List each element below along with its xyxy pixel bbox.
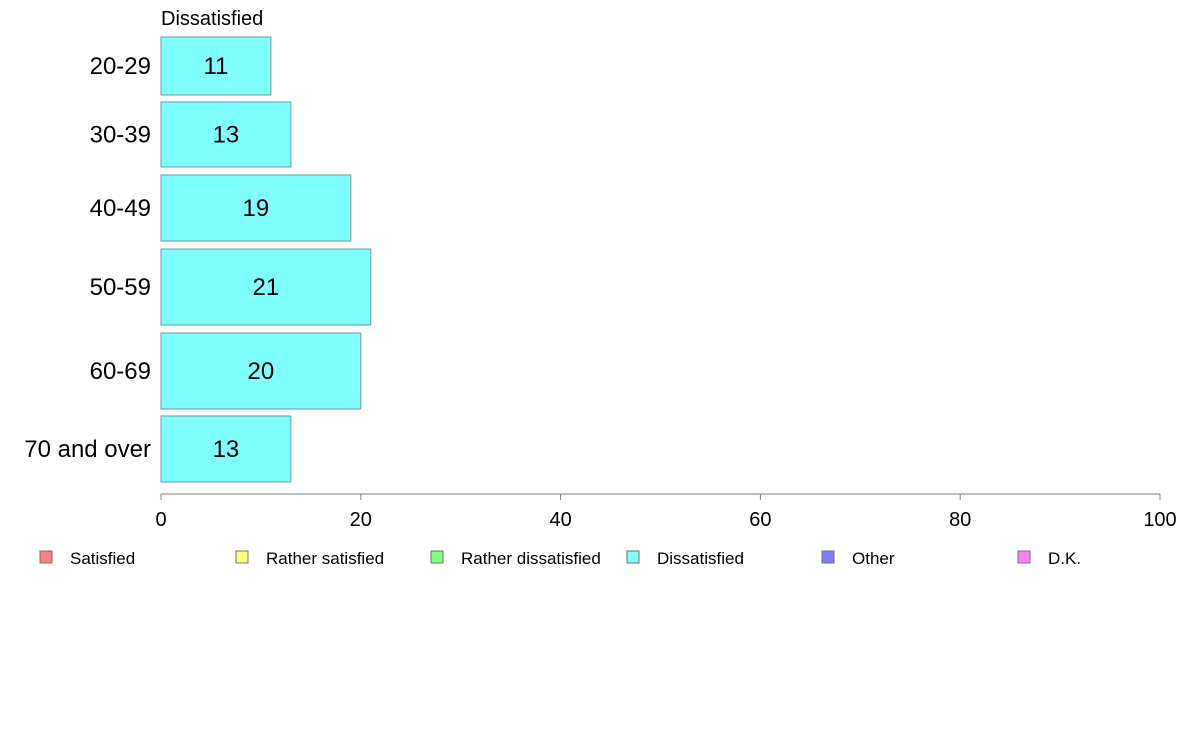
legend-label-2: Rather dissatisfied [461,549,601,568]
x-tick-label-0: 0 [155,509,166,531]
legend-label-4: Other [852,549,895,568]
bar-value-label-0: 11 [203,53,228,80]
legend-label-0: Satisfied [70,549,135,568]
legend-swatch-3 [626,550,640,564]
x-tick-label-3: 60 [749,509,771,531]
x-tick-label-4: 80 [949,509,971,531]
x-tick-label-5: 100 [1143,509,1176,531]
legend-swatch-2 [430,550,444,564]
bar-1 [160,101,292,168]
category-label-5: 70 and over [24,436,151,463]
x-axis: 0 20 40 60 80 100 [155,493,1177,531]
legend-swatch-5 [1017,550,1031,564]
legend: Satisfied Rather satisfied Rather dissatis… [39,549,1081,568]
legend-swatch-1 [235,550,249,564]
x-tick-label-1: 20 [350,509,372,531]
bar-value-label-1: 13 [213,122,240,149]
category-label-3: 50-59 [90,274,151,301]
bar-value-label-4: 20 [248,358,275,385]
legend-label-5: D.K. [1048,549,1081,568]
legend-swatch-0 [39,550,53,564]
legend-label-3: Dissatisfied [657,549,744,568]
bar-3 [160,248,372,326]
bar-value-label-5: 13 [213,436,240,463]
bar-value-label-3: 21 [253,274,280,301]
bars: 20-29 11 30-39 13 40-49 19 50-59 21 60-69 20 70 an… [24,36,372,483]
category-label-1: 30-39 [90,122,151,149]
bar-4 [160,332,362,410]
bar-2 [160,174,352,242]
category-label-2: 40-49 [90,195,151,222]
bar-5 [160,415,292,483]
bar-0 [160,36,272,96]
legend-label-1: Rather satisfied [266,549,384,568]
x-tick-label-2: 40 [549,509,571,531]
category-label-0: 20-29 [90,53,151,80]
panel-title: Dissatisfied [161,8,263,30]
legend-swatch-4 [821,550,835,564]
category-label-4: 60-69 [90,358,151,385]
bar-value-label-2: 19 [243,195,270,222]
